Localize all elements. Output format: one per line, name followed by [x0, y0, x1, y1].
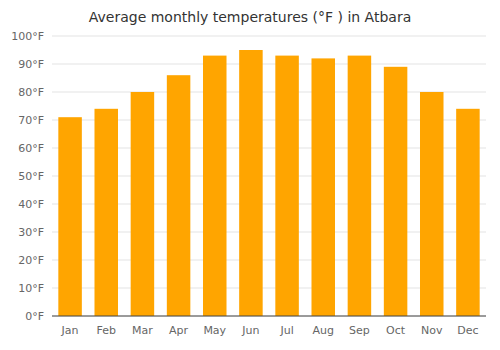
- y-tick-label: 60°F: [18, 142, 44, 155]
- x-tick-label: May: [203, 324, 226, 337]
- y-tick-label: 70°F: [18, 114, 44, 127]
- y-tick-label: 0°F: [25, 310, 44, 323]
- x-tick-label: Oct: [386, 324, 406, 337]
- x-tick-label: Apr: [169, 324, 189, 337]
- y-tick-label: 30°F: [18, 226, 44, 239]
- bar: [420, 92, 444, 316]
- bar: [94, 109, 118, 316]
- x-tick-label: Mar: [132, 324, 153, 337]
- y-tick-label: 90°F: [18, 58, 44, 71]
- y-tick-label: 10°F: [18, 282, 44, 295]
- x-tick-label: Feb: [97, 324, 116, 337]
- page: {"chart_data": {"type": "bar", "title": …: [0, 0, 500, 350]
- bar: [131, 92, 155, 316]
- y-tick-label: 20°F: [18, 254, 44, 267]
- bar: [456, 109, 480, 316]
- bar: [203, 56, 227, 316]
- title: Average monthly temperatures (°F ) in At…: [89, 9, 411, 25]
- grid-line: [52, 316, 486, 317]
- x-tick-label: Jun: [241, 324, 259, 337]
- bar: [348, 56, 372, 316]
- bar: [275, 56, 299, 316]
- x-tick-label: Jan: [61, 324, 79, 337]
- x-axis: Jan Feb Mar Apr May Jun Jul Aug Sep Oct Nov Dec: [61, 324, 479, 337]
- bar: [167, 75, 191, 316]
- x-tick-label: Aug: [313, 324, 334, 337]
- bar: [384, 67, 408, 316]
- y-tick-label: 100°F: [11, 30, 44, 43]
- chart: Average monthly temperatures (°F ) in At…: [0, 0, 500, 350]
- grid: [52, 36, 486, 316]
- grid-line: [52, 64, 486, 65]
- x-tick-label: Sep: [349, 324, 370, 337]
- x-tick-label: Jul: [279, 324, 293, 337]
- y-tick-label: 40°F: [18, 198, 44, 211]
- bar: [311, 58, 335, 316]
- grid-line: [52, 36, 486, 37]
- y-axis: 0°F 10°F 20°F 30°F 40°F 50°F 60°F 70°F 80°F 90°F 1…: [11, 30, 44, 323]
- x-tick-label: Dec: [457, 324, 478, 337]
- bar: [58, 117, 82, 316]
- y-tick-label: 50°F: [18, 170, 44, 183]
- y-tick-label: 80°F: [18, 86, 44, 99]
- bars: [58, 50, 479, 316]
- x-axis-line: [52, 316, 486, 317]
- x-tick-label: Nov: [421, 324, 443, 337]
- bar: [239, 50, 263, 316]
